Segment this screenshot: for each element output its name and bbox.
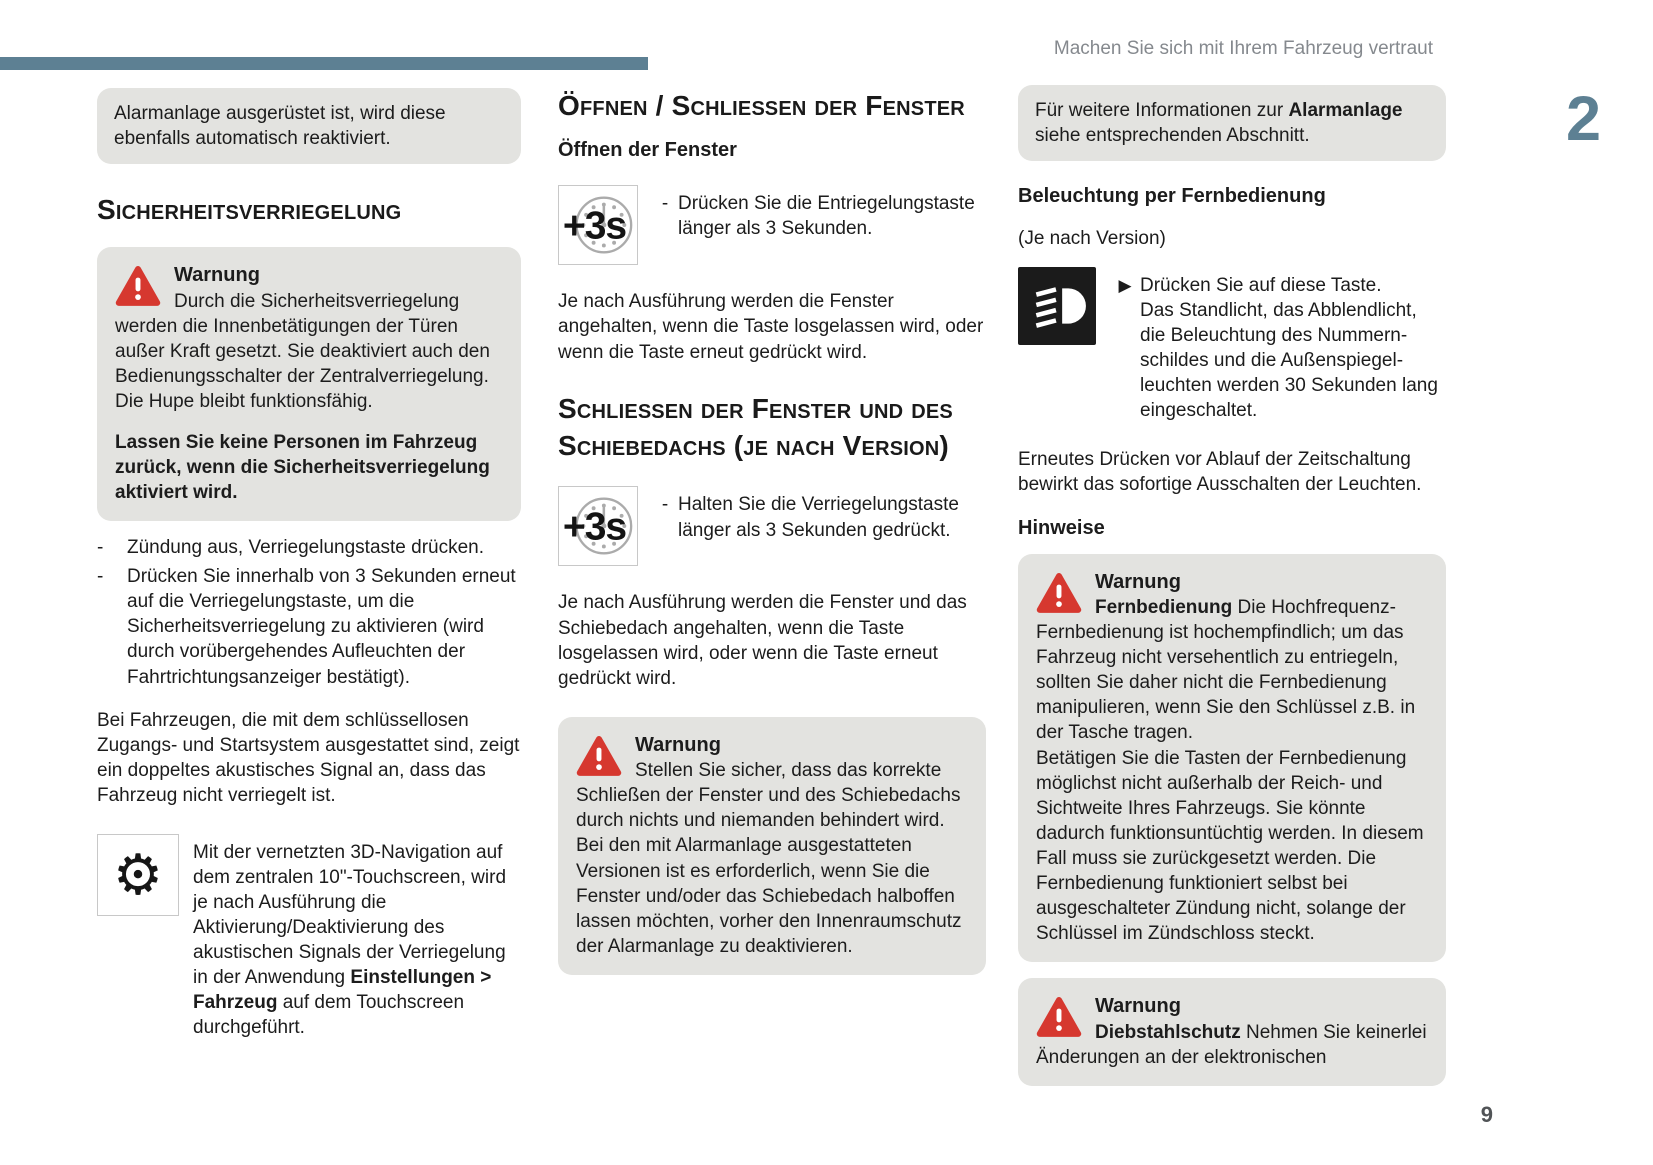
carryover-note-text: Alarmanlage ausgerüstet ist, wird diese … <box>114 103 446 150</box>
headlight-button-icon <box>1018 266 1096 345</box>
warning-body: Die Hochfrequenz-Fernbedienung ist hoche… <box>1036 597 1416 744</box>
step-row-close-windows: +3s - Halten Sie die Verriegelungstaste … <box>558 486 986 567</box>
warning-triangle-icon <box>115 266 161 307</box>
warning-subject: Fernbedienung <box>1095 597 1233 619</box>
warning-title: Warnung <box>1095 570 1181 593</box>
running-header: Machen Sie sich mit Ihrem Fahrzeug vertr… <box>1053 38 1433 59</box>
open-windows-paragraph: Je nach Ausführung werden die Fenster an… <box>558 291 984 363</box>
subheading-oeffnen-der-fenster: Öffnen der Fenster <box>558 138 737 161</box>
middle-column: Öffnen / Schließen der Fenster Öffnen de… <box>558 88 986 975</box>
version-note: (Je nach Version) <box>1018 227 1166 249</box>
dash-bullet: - <box>661 193 669 215</box>
info-bold: Alarmanlage <box>1288 100 1403 121</box>
info-reference-text: Für weitere Informationen zur Alarmanlag… <box>1035 98 1429 148</box>
dash-bullet: - <box>97 566 104 588</box>
hold-3-seconds-icon: +3s <box>558 486 638 567</box>
left-column: Alarmanlage ausgerüstet ist, wird diese … <box>97 88 521 1041</box>
section-heading-oeffnen-schliessen: Öffnen / Schließen der Fenster <box>558 90 965 121</box>
section-heading-sicherheitsverriegelung: Sicherheitsverriegelung <box>97 194 402 226</box>
settings-note-row: ⚙ Mit der vernetzten 3D-Navigation auf d… <box>97 833 521 1041</box>
lighting-step-line1: Drücken Sie auf diese Taste. <box>1140 274 1382 296</box>
chapter-number: 2 <box>1566 84 1602 154</box>
section-heading-schliessen: Schließen der Fenster und des Schiebedac… <box>558 392 953 461</box>
keyless-paragraph: Bei Fahrzeugen, die mit dem schlüssellos… <box>97 709 520 806</box>
step-row-open-windows: +3s - Drücken Sie die Entriegelungs­tast… <box>558 185 986 266</box>
close-windows-paragraph: Je nach Ausführung werden die Fenster un… <box>558 592 967 689</box>
right-column: Für weitere Informationen zur Alarmanlag… <box>1018 85 1446 1086</box>
settings-note-pre: Mit der vernetzten 3D-Navigation auf dem… <box>193 841 507 989</box>
step-row-lighting: ▶ Drücken Sie auf diese Taste. Das Stand… <box>1018 266 1446 423</box>
lighting-step-text: Drücken Sie auf diese Taste. Das Standli… <box>1140 273 1446 423</box>
warning-body: Durch die Sicherheitsverriegelung werden… <box>115 290 490 412</box>
warning-triangle-icon <box>1036 572 1082 613</box>
warning-body: Nehmen Sie keinerlei Änderungen an der e… <box>1036 1021 1427 1068</box>
page-number: 9 <box>1480 1102 1493 1127</box>
chapter-accent-bar <box>0 57 648 70</box>
list-item-text: Drücken Sie innerhalb von 3 Sekunden ern… <box>127 566 516 688</box>
dash-bullet: - <box>661 494 669 516</box>
hold-3-seconds-icon: +3s <box>558 185 638 266</box>
warning-body-2: Betätigen Sie die Tasten der Fernbedienu… <box>1036 747 1424 945</box>
step-text: Halten Sie die Verriegelungstaste länger… <box>678 494 959 541</box>
step-text: Drücken Sie die Entriegelungs­taste läng… <box>678 193 975 240</box>
subheading-hinweise: Hinweise <box>1018 517 1105 540</box>
info-pre: Für weitere Informationen zur <box>1035 100 1289 121</box>
warning-box-fernbedienung: Warnung Fernbedienung Die Hochfrequenz-F… <box>1018 553 1446 963</box>
warning-title: Warnung <box>174 264 260 287</box>
settings-menu-path: Einstellungen > Fahrzeug <box>193 967 492 1014</box>
dash-bullet: - <box>97 537 104 559</box>
warning-body: Stellen Sie sicher, dass das korrekte Sc… <box>576 760 962 957</box>
info-post: siehe entsprechenden Abschnitt. <box>1035 125 1310 147</box>
list-item: - Zündung aus, Verriegelungstaste drücke… <box>97 535 521 560</box>
warning-triangle-icon <box>576 735 622 776</box>
warning-box-sicherheitsverriegelung: Warnung Durch die Sicherheitsverriegelun… <box>97 247 521 522</box>
lighting-step-rest: Das Standlicht, das Abblendlicht, die Be… <box>1140 299 1438 422</box>
arrow-bullet: ▶ <box>1118 275 1132 295</box>
warning-box-fenster: Warnung Stellen Sie sicher, dass das kor… <box>558 716 986 975</box>
settings-note-text: Mit der vernetzten 3D-Navigation auf dem… <box>193 840 521 1041</box>
instruction-list: - Zündung aus, Verriegelungstaste drücke… <box>97 535 521 689</box>
settings-note-post: auf dem Touchscreen durchgeführt. <box>193 992 465 1039</box>
list-item: - Drücken Sie innerhalb von 3 Sekunden e… <box>97 564 521 689</box>
svg-text:+3s: +3s <box>563 506 627 549</box>
warning-title: Warnung <box>635 733 721 756</box>
list-item-text: Zündung aus, Verriegelungstaste drücken. <box>127 537 485 559</box>
gear-icon: ⚙ <box>97 833 179 916</box>
svg-text:+3s: +3s <box>563 205 627 248</box>
lighting-paragraph: Erneutes Drücken vor Ablauf der Zeitscha… <box>1018 449 1422 496</box>
warning-box-diebstahlschutz: Warnung Diebstahlschutz Nehmen Sie keine… <box>1018 978 1446 1086</box>
info-reference-box: Für weitere Informationen zur Alarmanlag… <box>1018 85 1446 162</box>
warning-subject: Diebstahlschutz <box>1095 1021 1241 1043</box>
warning-triangle-icon <box>1036 997 1082 1038</box>
warning-title: Warnung <box>1095 995 1181 1018</box>
carryover-note-box: Alarmanlage ausgerüstet ist, wird diese … <box>97 88 521 165</box>
warning-bold-note: Lassen Sie keine Personen im Fahrzeug zu… <box>115 431 490 504</box>
subheading-beleuchtung: Beleuchtung per Fernbedienung <box>1018 185 1326 208</box>
